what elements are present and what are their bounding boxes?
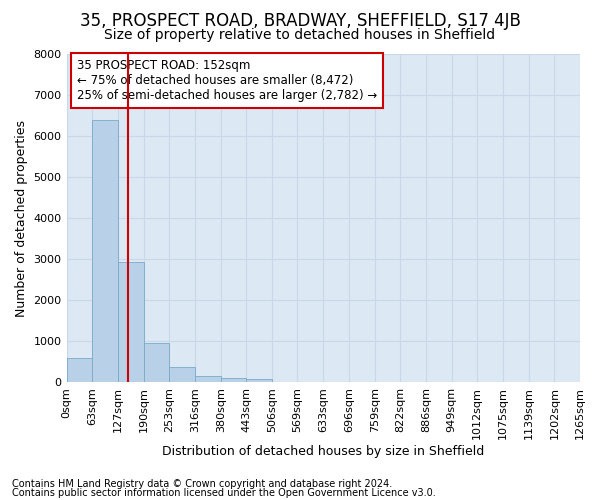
Text: 35 PROSPECT ROAD: 152sqm
← 75% of detached houses are smaller (8,472)
25% of sem: 35 PROSPECT ROAD: 152sqm ← 75% of detach… bbox=[77, 59, 377, 102]
Bar bbox=[67, 358, 92, 382]
Y-axis label: Number of detached properties: Number of detached properties bbox=[15, 120, 28, 316]
Bar bbox=[143, 342, 169, 382]
Text: 35, PROSPECT ROAD, BRADWAY, SHEFFIELD, S17 4JB: 35, PROSPECT ROAD, BRADWAY, SHEFFIELD, S… bbox=[80, 12, 520, 30]
Bar bbox=[221, 378, 247, 382]
X-axis label: Distribution of detached houses by size in Sheffield: Distribution of detached houses by size … bbox=[162, 444, 484, 458]
Text: Contains HM Land Registry data © Crown copyright and database right 2024.: Contains HM Land Registry data © Crown c… bbox=[12, 479, 392, 489]
Text: Contains public sector information licensed under the Open Government Licence v3: Contains public sector information licen… bbox=[12, 488, 436, 498]
Bar bbox=[118, 262, 143, 382]
Bar bbox=[169, 368, 195, 382]
Bar bbox=[195, 376, 221, 382]
Bar bbox=[92, 120, 118, 382]
Text: Size of property relative to detached houses in Sheffield: Size of property relative to detached ho… bbox=[104, 28, 496, 42]
Bar bbox=[247, 379, 272, 382]
